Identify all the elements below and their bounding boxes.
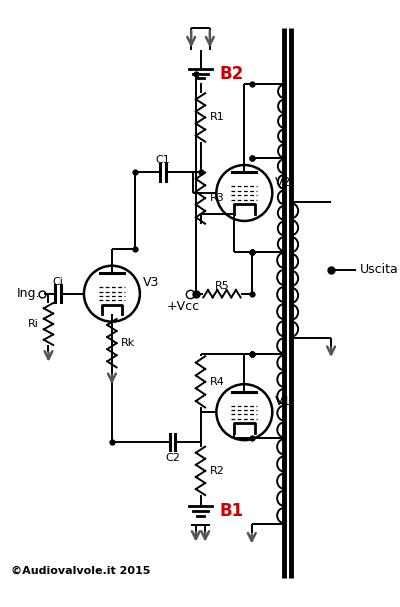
Text: R1: R1 [210,112,224,123]
Text: V3: V3 [143,276,159,290]
Text: C1: C1 [156,155,170,165]
Text: C2: C2 [165,453,180,463]
Text: R4: R4 [210,377,225,387]
Text: V2: V2 [275,175,292,189]
Text: R2: R2 [210,466,225,476]
Text: +Vcc: +Vcc [166,300,199,313]
Text: R3: R3 [210,193,224,203]
Text: Ri: Ri [28,319,39,329]
Text: B2: B2 [219,64,244,83]
Text: Rk: Rk [121,338,136,348]
Text: Uscita: Uscita [360,263,399,276]
Text: Ci: Ci [52,277,63,287]
Text: V1: V1 [275,395,292,408]
Text: R5: R5 [214,281,229,291]
Text: B1: B1 [219,502,243,520]
Text: ©Audiovalvole.it 2015: ©Audiovalvole.it 2015 [11,566,150,575]
Text: Ing.: Ing. [17,287,40,300]
